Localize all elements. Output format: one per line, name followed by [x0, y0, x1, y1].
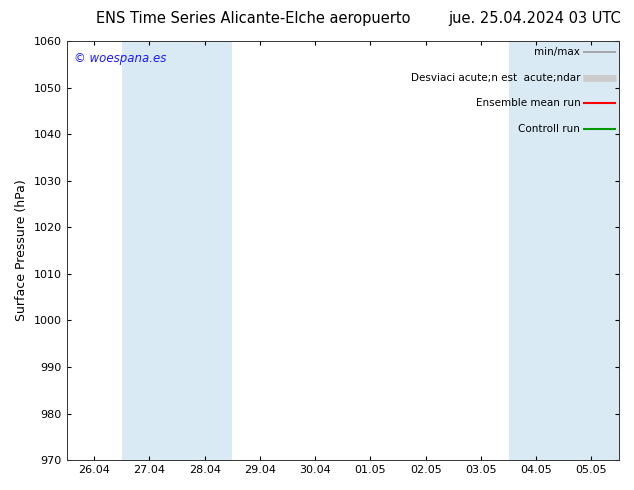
Text: Desviaci acute;n est  acute;ndar: Desviaci acute;n est acute;ndar [411, 73, 580, 82]
Text: Controll run: Controll run [519, 124, 580, 134]
Text: min/max: min/max [534, 47, 580, 56]
Bar [508, 41, 619, 460]
Y-axis label: Surface Pressure (hPa): Surface Pressure (hPa) [15, 180, 28, 321]
Text: Ensemble mean run: Ensemble mean run [476, 98, 580, 108]
Text: ENS Time Series Alicante-Elche aeropuerto: ENS Time Series Alicante-Elche aeropuert… [96, 11, 411, 26]
Text: © woespana.es: © woespana.es [74, 51, 166, 65]
Bar [122, 41, 232, 460]
Text: jue. 25.04.2024 03 UTC: jue. 25.04.2024 03 UTC [449, 11, 621, 26]
